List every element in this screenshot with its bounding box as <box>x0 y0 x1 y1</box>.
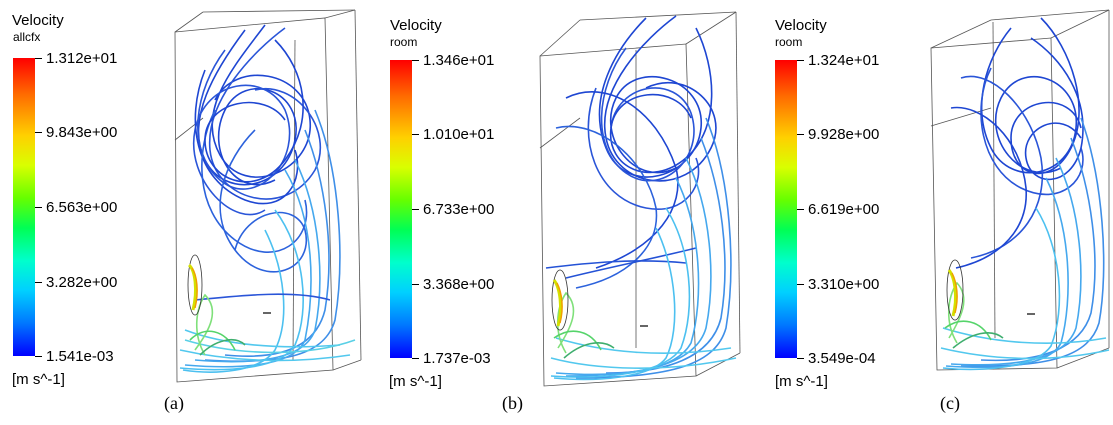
inlet-opening <box>551 269 569 331</box>
legend-title: Velocity <box>12 12 64 29</box>
colorbar-tick-label: 6.733e+00 <box>423 201 495 218</box>
colorbar-tick <box>35 132 42 133</box>
velocity-colorbar <box>775 60 797 358</box>
velocity-colorbar <box>390 60 412 358</box>
streamlines <box>940 17 1110 371</box>
legend-subtitle: room <box>390 35 418 49</box>
colorbar-tick <box>412 358 419 359</box>
streamlines <box>545 15 737 381</box>
colorbar-tick <box>35 207 42 208</box>
colorbar-tick-label: 3.368e+00 <box>423 276 495 293</box>
legend-title: Velocity <box>775 17 827 34</box>
streamline-view <box>539 11 741 387</box>
panel-b: Velocity room 1.346e+01 1.010e+01 6.733e… <box>370 0 745 412</box>
panel-c: Velocity room 1.324e+01 9.928e+00 6.619e… <box>745 0 1113 412</box>
colorbar-tick-label: 6.619e+00 <box>808 201 880 218</box>
colorbar-tick <box>35 356 42 357</box>
colorbar-tick <box>797 60 804 61</box>
streamline-view <box>930 9 1110 371</box>
colorbar-tick <box>35 282 42 283</box>
colorbar-tick-label: 3.310e+00 <box>808 276 880 293</box>
colorbar-tick <box>412 60 419 61</box>
colorbar-tick-label: 6.563e+00 <box>46 199 118 216</box>
inlet-opening <box>187 254 203 316</box>
colorbar-units: [m s^-1] <box>775 373 828 390</box>
colorbar-tick <box>412 209 419 210</box>
streamlines <box>179 24 356 373</box>
velocity-colorbar <box>13 58 35 356</box>
domain-box <box>174 9 362 383</box>
colorbar-tick-label: 9.843e+00 <box>46 124 118 141</box>
panel-a: Velocity allcfx 1.312e+01 9.843e+00 6.56… <box>0 0 370 412</box>
colorbar-tick <box>797 358 804 359</box>
colorbar-tick <box>35 58 42 59</box>
caption: (c) <box>940 393 960 413</box>
colorbar-tick-label: 1.324e+01 <box>808 52 880 69</box>
caption: (b) <box>502 393 523 413</box>
colorbar-tick-label: 1.737e-03 <box>423 350 491 367</box>
colorbar-tick <box>797 134 804 135</box>
caption: (a) <box>164 393 184 413</box>
colorbar-tick <box>797 209 804 210</box>
colorbar-tick-label: 1.541e-03 <box>46 348 114 365</box>
colorbar-tick <box>412 134 419 135</box>
colorbar-tick <box>412 284 419 285</box>
colorbar-units: [m s^-1] <box>389 373 442 390</box>
colorbar-tick-label: 1.346e+01 <box>423 52 495 69</box>
colorbar-tick-label: 3.549e-04 <box>808 350 876 367</box>
colorbar-tick-label: 1.312e+01 <box>46 50 118 67</box>
colorbar-tick-label: 3.282e+00 <box>46 274 118 291</box>
domain-box <box>539 11 741 387</box>
colorbar-tick <box>797 284 804 285</box>
colorbar-tick-label: 1.010e+01 <box>423 126 495 143</box>
legend-subtitle: allcfx <box>13 30 41 44</box>
colorbar-units: [m s^-1] <box>12 371 65 388</box>
inlet-opening <box>946 259 964 321</box>
domain-box <box>930 9 1110 371</box>
streamline-view <box>174 9 362 383</box>
colorbar-tick-label: 9.928e+00 <box>808 126 880 143</box>
legend-subtitle: room <box>775 35 803 49</box>
legend-title: Velocity <box>390 17 442 34</box>
